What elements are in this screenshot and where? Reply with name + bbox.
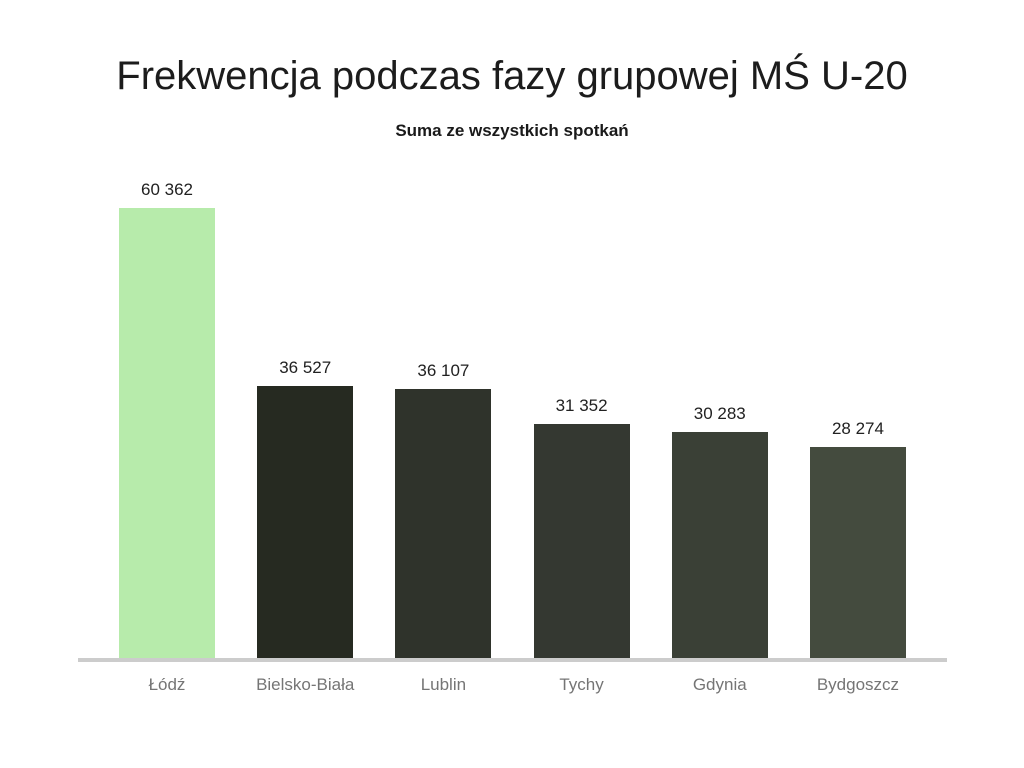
bar-bielsko-biała [257, 386, 354, 658]
bar-chart-plot-area: 60 362 36 527 36 107 31 352 30 283 28 274 [78, 178, 947, 658]
bar-value-label: 31 352 [555, 396, 608, 415]
category-label-łódź: Łódź [148, 675, 186, 694]
chart-title: Frekwencja podczas fazy grupowej MŚ U-20 [116, 54, 908, 98]
bar-value-label: 30 283 [693, 404, 746, 423]
x-axis-line [78, 658, 947, 662]
bar-group: 28 274 [809, 419, 906, 658]
bar-bydgoszcz [809, 447, 906, 658]
bar-group: 36 527 [257, 358, 354, 658]
category-label-bielsko-biała: Bielsko-Biała [256, 675, 355, 694]
bar-tychy [533, 424, 630, 658]
category-label-bydgoszcz: Bydgoszcz [816, 675, 900, 694]
bar-value-label: 60 362 [141, 180, 193, 199]
chart-subtitle: Suma ze wszystkich spotkań [395, 121, 629, 140]
bar-gdynia [671, 432, 768, 658]
bar-łódź [119, 208, 215, 658]
bar-value-label: 28 274 [831, 419, 884, 438]
bar-group: 30 283 [671, 404, 768, 658]
bar-group: 31 352 [533, 396, 630, 658]
bar-value-label: 36 527 [279, 358, 332, 377]
bar-lublin [395, 389, 492, 658]
x-axis-category-labels: Łódź Bielsko-Biała Lublin Tychy Gdynia Bydgos… [78, 675, 947, 695]
bar-value-label: 36 107 [417, 361, 470, 380]
category-label-tychy: Tychy [559, 675, 604, 694]
bar-group: 36 107 [395, 361, 492, 658]
category-label-gdynia: Gdynia [692, 675, 747, 694]
category-label-lublin: Lublin [420, 675, 467, 694]
bar-group: 60 362 [119, 180, 215, 658]
